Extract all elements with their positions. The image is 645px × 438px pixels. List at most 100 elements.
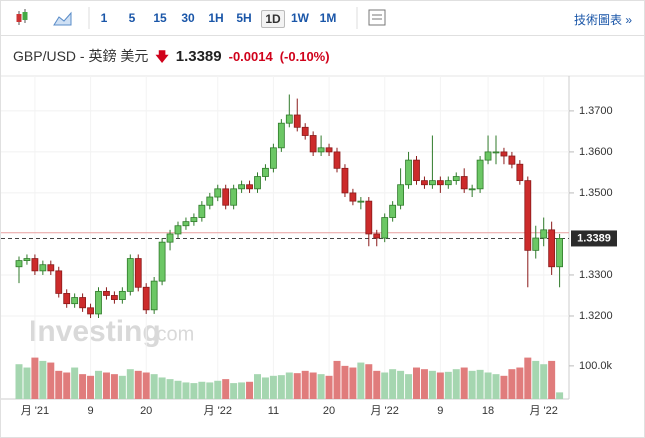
- volume-bar: [333, 360, 341, 399]
- candle-body: [333, 151, 341, 169]
- volume-bar: [508, 369, 516, 399]
- volume-bar: [317, 374, 325, 399]
- volume-bar: [460, 367, 468, 399]
- candle-body: [87, 307, 94, 315]
- candle-body: [405, 159, 412, 186]
- candle-body: [277, 122, 285, 149]
- volume-bar: [381, 372, 389, 399]
- volume-bar: [357, 362, 365, 399]
- volume-bar: [325, 375, 333, 399]
- volume-bar: [23, 367, 31, 399]
- volume-bar: [516, 367, 524, 399]
- volume-bar: [556, 392, 564, 399]
- candle-body: [548, 229, 556, 268]
- candle-body: [373, 233, 381, 239]
- last-price-box: [571, 230, 617, 247]
- candle-body: [238, 184, 246, 190]
- interval-button[interactable]: 1H: [208, 11, 224, 25]
- x-tick-label: 月 '22: [204, 405, 232, 417]
- volume-bar: [102, 372, 110, 399]
- candle-body: [103, 290, 110, 296]
- volume-bar: [468, 370, 476, 399]
- candle-body: [460, 176, 468, 190]
- candle-body: [452, 176, 460, 182]
- x-tick-label: 月 '22: [370, 405, 398, 417]
- candle-body: [421, 180, 428, 186]
- candle-body: [436, 180, 444, 186]
- candle-body: [381, 217, 389, 239]
- candle-body: [150, 280, 158, 311]
- interval-button[interactable]: 5H: [236, 11, 252, 25]
- candle-body: [556, 238, 563, 268]
- interval-button[interactable]: 1: [100, 11, 108, 25]
- candle-body: [95, 290, 102, 315]
- volume-bar: [87, 375, 95, 399]
- volume-bar: [484, 372, 492, 399]
- technical-chart-link[interactable]: 技術圖表 »: [573, 13, 632, 27]
- candle-body: [31, 258, 39, 272]
- area-icon[interactable]: [53, 11, 72, 26]
- watermark: Investing: [29, 315, 161, 348]
- candle-icon[interactable]: [16, 9, 28, 25]
- candle-body: [118, 290, 126, 300]
- volume-bar: [246, 381, 254, 399]
- candle-body: [23, 258, 31, 262]
- price: 1.3389: [175, 48, 222, 65]
- candle-body: [500, 151, 508, 157]
- interval-button[interactable]: 15: [153, 11, 167, 25]
- x-tick-label: 月 '21: [21, 405, 49, 417]
- volume-bar: [166, 379, 174, 399]
- volume-bar: [532, 360, 540, 399]
- candle-body: [198, 204, 206, 218]
- down-arrow: 🡇: [155, 49, 169, 64]
- volume-bar: [254, 374, 261, 399]
- volume-bar: [269, 375, 277, 399]
- candle-body: [166, 233, 174, 243]
- candle-body: [444, 180, 452, 186]
- interval-button[interactable]: 1W: [291, 11, 309, 25]
- candle-body: [484, 151, 492, 161]
- volume-bar: [15, 364, 23, 399]
- candle-body: [508, 155, 516, 165]
- volume-bar: [476, 369, 484, 399]
- volume-bar: [126, 369, 134, 399]
- volume-bar: [293, 373, 301, 399]
- candle-body: [397, 184, 405, 206]
- interval-button[interactable]: 30: [181, 11, 195, 25]
- candle-body: [341, 167, 349, 194]
- volume-bar: [198, 381, 206, 399]
- volume-bar: [261, 377, 269, 399]
- candle-body: [365, 200, 373, 235]
- interval-button[interactable]: 1D: [261, 10, 285, 28]
- volume-bar: [452, 369, 460, 399]
- volume-bar: [206, 382, 214, 399]
- candle-body: [246, 184, 253, 190]
- quote-header: GBP/USD - 英鎊 美元 🡇 1.3389 -0.0014 (-0.10%…: [13, 46, 330, 70]
- volume-bar: [389, 369, 397, 399]
- volume-bar: [39, 360, 47, 399]
- change-pct: (-0.10%): [279, 49, 330, 64]
- volume-bar: [309, 372, 317, 399]
- volume-bar: [405, 374, 413, 399]
- candle-body: [111, 295, 118, 300]
- candle-body: [476, 159, 484, 190]
- interval-button[interactable]: 1M: [319, 11, 337, 25]
- volume-bar: [31, 357, 39, 399]
- volume-bar: [95, 370, 102, 399]
- y-tick-label: 1.3600: [579, 146, 613, 158]
- volume-bar: [182, 382, 190, 399]
- x-tick-label: 9: [87, 405, 93, 417]
- symbol: GBP/USD - 英鎊 美元: [13, 48, 149, 64]
- interval-button[interactable]: 5: [128, 11, 136, 25]
- candle-body: [468, 188, 476, 191]
- volume-bar: [190, 383, 198, 399]
- candle-body: [190, 217, 198, 223]
- volume-bar: [540, 364, 548, 399]
- indicator-icon[interactable]: [368, 9, 386, 26]
- candle-body: [349, 192, 357, 202]
- candle-body: [206, 196, 214, 206]
- toolbar: 1 5 15 30 1H 5H 1D 1W 1M 技術圖表 »: [1, 1, 644, 36]
- x-tick-label: 20: [323, 405, 335, 417]
- volume-bar: [214, 380, 222, 399]
